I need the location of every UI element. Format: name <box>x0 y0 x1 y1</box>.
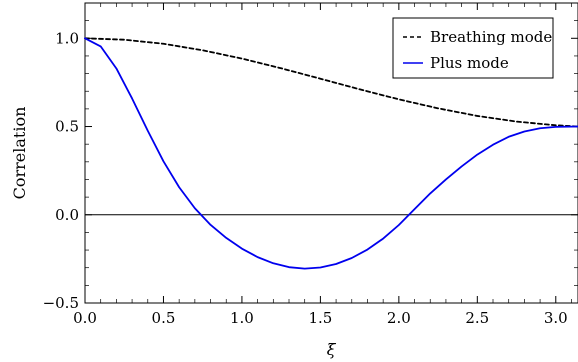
series-layer <box>84 37 578 270</box>
axis-ticks <box>84 2 578 304</box>
y-tick-label: −0.5 <box>43 294 79 312</box>
series-line-plus-mode <box>84 37 578 270</box>
legend-box <box>392 17 554 79</box>
x-tick-label: 0.0 <box>73 309 97 327</box>
axis-tick-labels: 0.0 0.5 1.0 1.5 2.0 2.5 3.0−0.50.00.51.0 <box>43 29 568 327</box>
plot-frame <box>84 2 578 304</box>
legend: Breathing mode Plus mode <box>392 17 554 79</box>
x-tick-label: 1.5 <box>308 309 332 327</box>
y-axis-title: Correlation <box>10 107 29 200</box>
y-tick-label: 1.0 <box>55 29 79 47</box>
x-tick-label: 2.0 <box>387 309 411 327</box>
x-tick-label: 3.0 <box>544 309 568 327</box>
x-axis-title: ξ <box>327 340 337 359</box>
x-tick-label: 1.0 <box>230 309 254 327</box>
y-tick-label: 0.5 <box>55 118 79 136</box>
legend-label-plus-mode: Plus mode <box>430 54 509 72</box>
y-tick-label: 0.0 <box>55 206 79 224</box>
x-tick-label: 0.5 <box>152 309 176 327</box>
series-line-breathing-mode <box>84 37 578 128</box>
x-tick-label: 2.5 <box>465 309 489 327</box>
legend-label-breathing-mode: Breathing mode <box>430 28 552 46</box>
